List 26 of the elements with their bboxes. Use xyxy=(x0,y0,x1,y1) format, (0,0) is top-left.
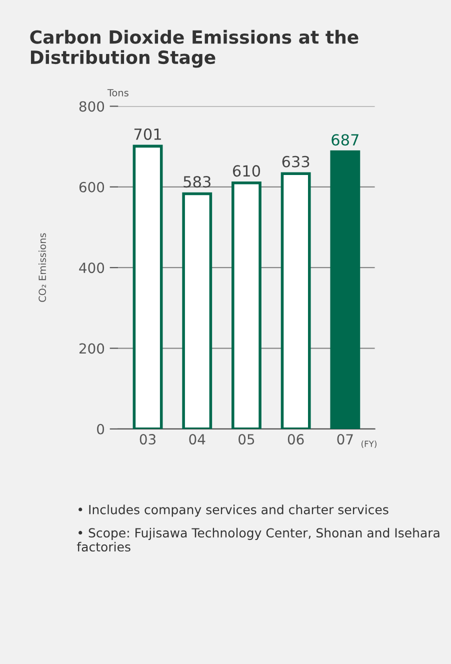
y-tick-label: 200 xyxy=(79,343,104,354)
y-tick-label: 400 xyxy=(79,262,104,274)
bar xyxy=(132,144,163,429)
x-tick-label: 06 xyxy=(288,434,304,445)
data-label: 701 xyxy=(134,128,161,140)
x-tick-label: 07 xyxy=(337,434,353,445)
text: • Scope: Fujisawa Technology Center, Shonan and Isehara factories xyxy=(76,528,440,552)
y-axis-title: CO₂ Emissions xyxy=(38,233,46,302)
data-label: 633 xyxy=(282,156,310,168)
y-tick-label: 600 xyxy=(79,182,104,192)
bar xyxy=(280,172,311,429)
bar xyxy=(182,192,212,429)
bar xyxy=(232,181,262,429)
data-label: 687 xyxy=(332,134,358,146)
text: (FY) xyxy=(362,440,376,448)
x-tick-label: 04 xyxy=(189,434,206,445)
data-label: 583 xyxy=(184,176,210,188)
chart-title: Carbon Dioxide Emissions at the Distribution Stage xyxy=(30,30,358,68)
x-tick-label: 03 xyxy=(140,434,156,445)
y-tick-label: 800 xyxy=(79,101,104,112)
text: • Includes company services and charter services xyxy=(78,504,388,517)
bar xyxy=(330,150,360,429)
text: Tons xyxy=(107,89,128,96)
y-tick-label: 0 xyxy=(97,424,104,434)
x-tick-label: 05 xyxy=(238,434,254,445)
data-label: 610 xyxy=(232,165,260,177)
